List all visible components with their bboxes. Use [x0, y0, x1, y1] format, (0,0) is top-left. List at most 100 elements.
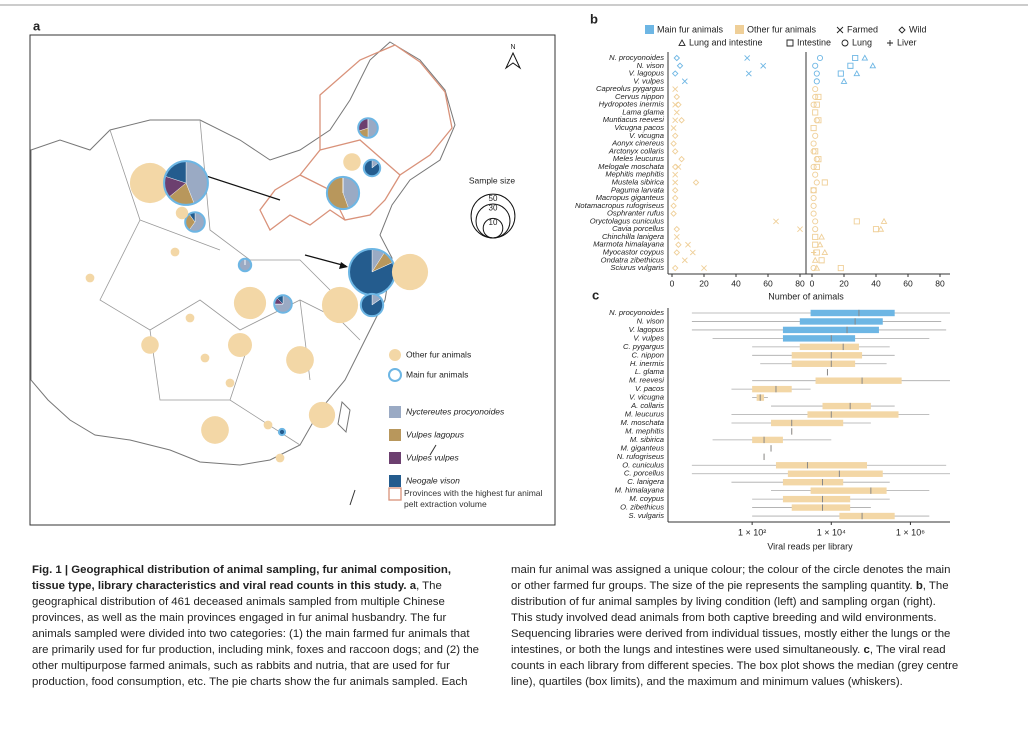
point: [815, 117, 822, 124]
point: [816, 55, 824, 61]
point: [681, 257, 688, 264]
point: [701, 265, 707, 271]
legend-label: Lung and intestine: [689, 37, 763, 47]
point: [810, 265, 817, 272]
species-label: N. procyonoides: [609, 53, 664, 62]
point: [810, 202, 817, 209]
point: [673, 225, 681, 233]
species-label: Notamacropus rufogriseus: [575, 201, 664, 210]
species-label: M. reevesi: [629, 376, 664, 385]
pie-ring: [277, 427, 287, 437]
pie: [85, 273, 95, 283]
species-label: C. pygargus: [623, 342, 664, 351]
species-label: Hydropotes inermis: [599, 100, 665, 109]
species-label: Macropus giganteus: [596, 193, 665, 202]
species-label: V. vicugna: [629, 131, 664, 140]
legend-swatch: [389, 475, 401, 487]
pie: [141, 336, 159, 354]
pie: [227, 332, 253, 358]
point: [810, 148, 817, 155]
point: [681, 78, 688, 85]
x-tick-label: 80: [795, 278, 805, 288]
legend-swatch: [389, 406, 401, 418]
species-label: Ondatra zibethicus: [601, 255, 665, 264]
point: [671, 194, 679, 202]
point: [812, 233, 819, 240]
species-label: O. zibethicus: [620, 503, 664, 512]
pie: [200, 353, 210, 363]
point: [840, 77, 848, 84]
box: [791, 352, 863, 359]
species-label: Melogale moschata: [598, 162, 664, 171]
species-label: V. vicugna: [629, 393, 664, 402]
arrow: [304, 254, 347, 267]
point: [670, 202, 677, 210]
legend-marker: [678, 39, 686, 46]
species-label: V. vulpes: [633, 76, 664, 85]
point: [812, 86, 819, 93]
species-label: A. collaris: [630, 401, 664, 410]
box: [810, 309, 895, 317]
species-label: Arctonyx collaris: [608, 146, 664, 155]
pie: [275, 453, 285, 463]
taiwan: [337, 400, 351, 434]
point: [811, 249, 817, 256]
boundary-dash: [349, 489, 356, 506]
point: [852, 54, 859, 62]
point: [837, 70, 844, 77]
point: [685, 241, 691, 248]
point: [678, 117, 685, 124]
point: [671, 264, 679, 272]
point: [673, 109, 680, 116]
point: [672, 179, 679, 186]
panel-label: a: [33, 18, 41, 33]
x-tick-label: 0: [670, 278, 675, 288]
x-tick-label: 20: [839, 278, 849, 288]
x-tick-label: 1 × 10²: [738, 527, 766, 537]
x-tick-label: 20: [699, 278, 709, 288]
pie-ring: [184, 211, 206, 233]
box: [791, 504, 851, 511]
legend-swatch: [389, 349, 401, 361]
species-label: Marmota himalayana: [593, 240, 664, 249]
legend-swatch: [388, 487, 402, 501]
x-tick-label: 0: [810, 278, 815, 288]
point: [853, 70, 861, 77]
species-label: L. glama: [635, 367, 664, 376]
point: [676, 62, 684, 70]
species-label: Mustela sibirica: [612, 177, 664, 186]
point: [812, 148, 819, 155]
pie-ring: [325, 175, 361, 211]
legend-swatch: [735, 25, 744, 34]
size-legend-label: 10: [489, 218, 498, 227]
pie: [233, 286, 267, 320]
legend-label: Farmed: [847, 24, 878, 34]
caption-text: c: [863, 644, 870, 656]
species-label: N. vison: [637, 61, 664, 70]
point: [813, 117, 820, 124]
caption-text: , The viral read counts in each library …: [511, 644, 959, 688]
point: [671, 132, 679, 140]
species-label: Myocastor coypus: [603, 248, 664, 257]
pie: [308, 401, 336, 429]
species-label: C. nippon: [631, 350, 664, 359]
species-label: N. rufogriseus: [617, 452, 664, 461]
species-label: O. cuniculus: [622, 460, 664, 469]
x-axis-label: Viral reads per library: [767, 541, 853, 551]
legend-marker: [841, 39, 849, 47]
legend-label: Wild: [909, 24, 927, 34]
point: [813, 78, 820, 85]
species-label: C. porcellus: [624, 469, 664, 478]
point: [745, 70, 752, 77]
x-tick-label: 40: [731, 278, 741, 288]
province-legend-label: Provinces with the highest fur animal pe…: [404, 488, 543, 509]
size-legend-label: 50: [489, 194, 498, 203]
point: [672, 86, 679, 93]
point: [821, 179, 828, 186]
point: [869, 62, 877, 69]
point: [815, 93, 822, 100]
point: [877, 225, 885, 232]
point: [813, 249, 820, 256]
legend-swatch: [645, 25, 654, 34]
